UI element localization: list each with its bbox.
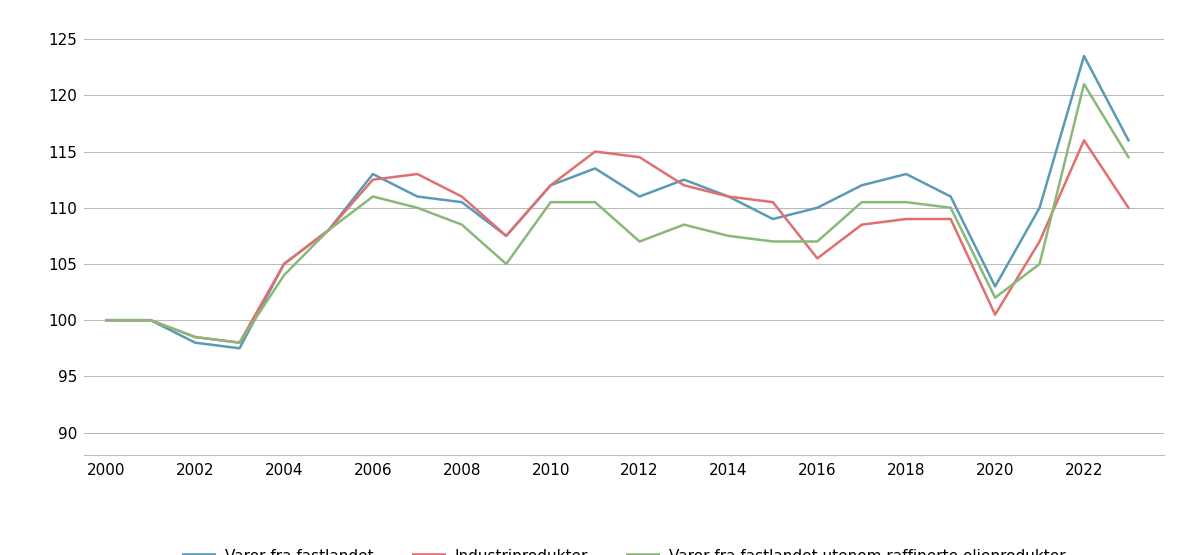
Legend: Varer fra fastlandet, Industriprodukter, Varer fra fastlandet utenom raffinerte : Varer fra fastlandet, Industriprodukter,… [176, 543, 1072, 555]
Varer fra fastlandet [988, 283, 1002, 290]
Varer fra fastlandet [721, 193, 736, 200]
Varer fra fastlandet [188, 339, 203, 346]
Varer fra fastlandet [499, 233, 514, 239]
Varer fra fastlandet utenom raffinerte oljeprodukter [366, 193, 380, 200]
Varer fra fastlandet [677, 176, 691, 183]
Varer fra fastlandet [766, 216, 780, 223]
Industriprodukter [854, 221, 869, 228]
Varer fra fastlandet utenom raffinerte oljeprodukter [499, 261, 514, 268]
Varer fra fastlandet utenom raffinerte oljeprodukter [544, 199, 558, 205]
Varer fra fastlandet utenom raffinerte oljeprodukter [410, 204, 425, 211]
Varer fra fastlandet utenom raffinerte oljeprodukter [1121, 154, 1135, 160]
Line: Varer fra fastlandet: Varer fra fastlandet [107, 56, 1128, 349]
Varer fra fastlandet utenom raffinerte oljeprodukter [1032, 261, 1046, 268]
Industriprodukter [544, 182, 558, 189]
Varer fra fastlandet [544, 182, 558, 189]
Varer fra fastlandet [277, 261, 292, 268]
Industriprodukter [322, 227, 336, 234]
Varer fra fastlandet utenom raffinerte oljeprodukter [632, 238, 647, 245]
Industriprodukter [1032, 238, 1046, 245]
Varer fra fastlandet [233, 345, 247, 352]
Varer fra fastlandet utenom raffinerte oljeprodukter [810, 238, 824, 245]
Varer fra fastlandet [588, 165, 602, 171]
Industriprodukter [100, 317, 114, 324]
Varer fra fastlandet utenom raffinerte oljeprodukter [233, 339, 247, 346]
Industriprodukter [988, 311, 1002, 318]
Varer fra fastlandet utenom raffinerte oljeprodukter [455, 221, 469, 228]
Varer fra fastlandet utenom raffinerte oljeprodukter [899, 199, 913, 205]
Varer fra fastlandet [1121, 137, 1135, 144]
Industriprodukter [277, 261, 292, 268]
Varer fra fastlandet [1076, 53, 1091, 59]
Varer fra fastlandet [1032, 204, 1046, 211]
Varer fra fastlandet [810, 204, 824, 211]
Varer fra fastlandet utenom raffinerte oljeprodukter [988, 294, 1002, 301]
Varer fra fastlandet utenom raffinerte oljeprodukter [721, 233, 736, 239]
Varer fra fastlandet utenom raffinerte oljeprodukter [854, 199, 869, 205]
Varer fra fastlandet utenom raffinerte oljeprodukter [943, 204, 958, 211]
Varer fra fastlandet utenom raffinerte oljeprodukter [100, 317, 114, 324]
Industriprodukter [677, 182, 691, 189]
Varer fra fastlandet [410, 193, 425, 200]
Industriprodukter [188, 334, 203, 340]
Varer fra fastlandet [943, 193, 958, 200]
Industriprodukter [1121, 204, 1135, 211]
Industriprodukter [899, 216, 913, 223]
Varer fra fastlandet utenom raffinerte oljeprodukter [766, 238, 780, 245]
Varer fra fastlandet [899, 171, 913, 178]
Industriprodukter [943, 216, 958, 223]
Varer fra fastlandet [854, 182, 869, 189]
Industriprodukter [810, 255, 824, 262]
Industriprodukter [588, 148, 602, 155]
Line: Industriprodukter: Industriprodukter [107, 140, 1128, 342]
Varer fra fastlandet utenom raffinerte oljeprodukter [188, 334, 203, 340]
Varer fra fastlandet utenom raffinerte oljeprodukter [144, 317, 158, 324]
Line: Varer fra fastlandet utenom raffinerte oljeprodukter: Varer fra fastlandet utenom raffinerte o… [107, 84, 1128, 342]
Varer fra fastlandet [144, 317, 158, 324]
Varer fra fastlandet utenom raffinerte oljeprodukter [588, 199, 602, 205]
Industriprodukter [499, 233, 514, 239]
Varer fra fastlandet utenom raffinerte oljeprodukter [1076, 81, 1091, 88]
Varer fra fastlandet [632, 193, 647, 200]
Varer fra fastlandet [455, 199, 469, 205]
Industriprodukter [1076, 137, 1091, 144]
Industriprodukter [721, 193, 736, 200]
Varer fra fastlandet [366, 171, 380, 178]
Varer fra fastlandet [100, 317, 114, 324]
Industriprodukter [766, 199, 780, 205]
Industriprodukter [144, 317, 158, 324]
Industriprodukter [233, 339, 247, 346]
Industriprodukter [410, 171, 425, 178]
Industriprodukter [455, 193, 469, 200]
Varer fra fastlandet [322, 227, 336, 234]
Varer fra fastlandet utenom raffinerte oljeprodukter [277, 272, 292, 279]
Industriprodukter [366, 176, 380, 183]
Industriprodukter [632, 154, 647, 160]
Varer fra fastlandet utenom raffinerte oljeprodukter [677, 221, 691, 228]
Varer fra fastlandet utenom raffinerte oljeprodukter [322, 227, 336, 234]
